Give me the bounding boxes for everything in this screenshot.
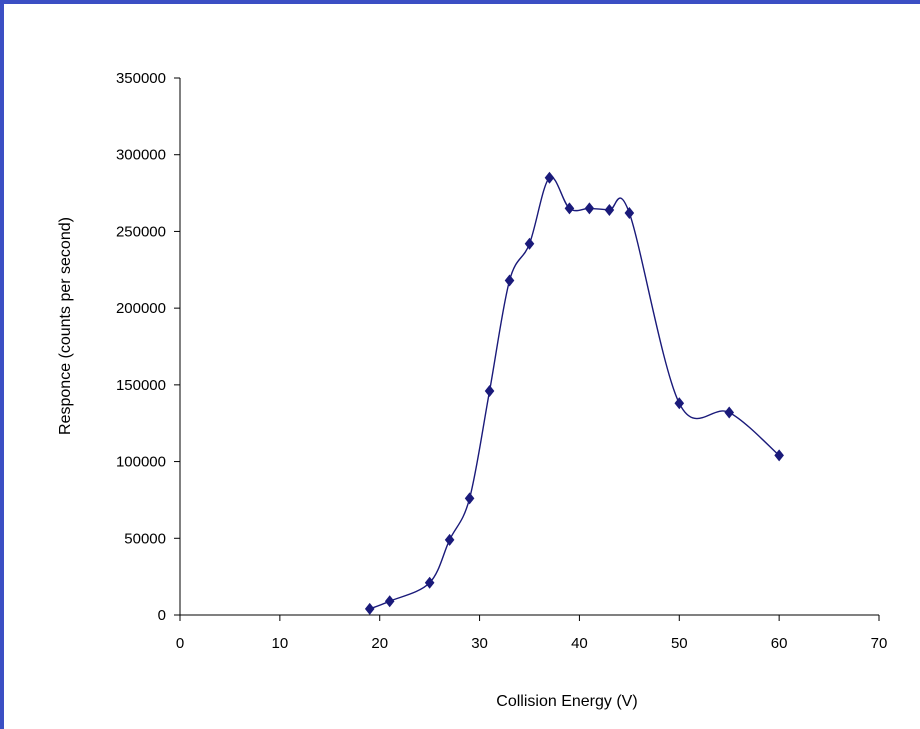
data-point-marker bbox=[584, 202, 595, 215]
x-tick-label: 40 bbox=[571, 635, 588, 652]
y-tick-label: 0 bbox=[158, 607, 166, 624]
data-point-marker bbox=[424, 576, 435, 589]
data-point-marker bbox=[444, 533, 455, 546]
data-point-marker bbox=[384, 595, 395, 608]
data-point-marker bbox=[544, 171, 555, 184]
data-point-marker bbox=[464, 492, 475, 505]
x-tick-label: 10 bbox=[272, 635, 289, 652]
data-point-marker bbox=[484, 384, 495, 397]
y-tick-label: 150000 bbox=[116, 377, 166, 394]
data-point-marker bbox=[774, 449, 784, 462]
data-point-marker bbox=[604, 203, 615, 216]
y-tick-label: 100000 bbox=[116, 454, 166, 471]
axes bbox=[179, 78, 879, 616]
x-tick-label: 50 bbox=[671, 635, 688, 652]
x-tick-label: 20 bbox=[371, 635, 388, 652]
y-axis-title: Responce (counts per second) bbox=[57, 217, 74, 435]
x-tick-label: 60 bbox=[771, 635, 788, 652]
data-point-marker bbox=[724, 406, 735, 419]
x-axis-title: Collision Energy (V) bbox=[496, 693, 637, 710]
x-tick-label: 70 bbox=[871, 635, 888, 652]
x-tick-label: 30 bbox=[471, 635, 488, 652]
data-markers bbox=[364, 171, 784, 615]
y-tick-label: 200000 bbox=[116, 300, 166, 317]
data-point-marker bbox=[364, 602, 375, 615]
data-point-marker bbox=[564, 202, 575, 215]
series-line bbox=[369, 176, 780, 610]
y-tick-label: 350000 bbox=[116, 70, 166, 87]
y-tick-label: 250000 bbox=[116, 223, 166, 240]
data-point-marker bbox=[504, 274, 515, 287]
data-point-marker bbox=[674, 397, 685, 410]
y-tick-label: 300000 bbox=[116, 147, 166, 164]
y-ticks: 0 50000 100000 150000 200000 250000 300000 3500… bbox=[116, 70, 180, 624]
x-ticks: 0 10 20 30 40 50 60 70 bbox=[176, 615, 888, 652]
x-tick-label: 0 bbox=[176, 635, 184, 652]
data-point-marker bbox=[524, 237, 535, 250]
data-point-marker bbox=[624, 207, 635, 220]
y-tick-label: 50000 bbox=[124, 530, 166, 547]
